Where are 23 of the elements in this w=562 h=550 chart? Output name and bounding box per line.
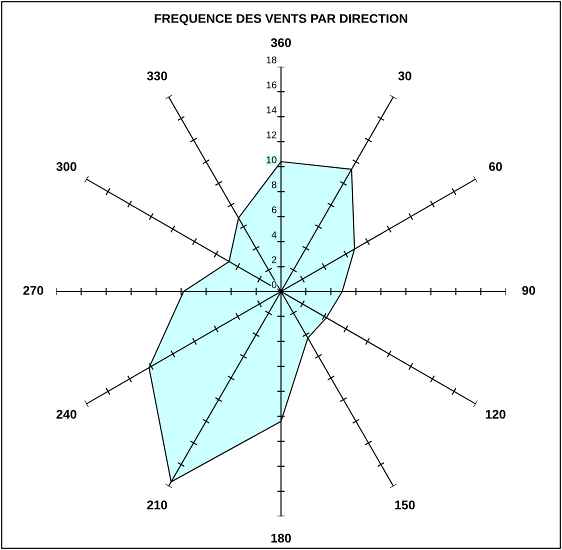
y-tick-label: 2 <box>272 256 276 264</box>
y-tick-label: 8 <box>272 181 276 188</box>
spoke-label: 300 <box>56 162 76 172</box>
spoke-label: 180 <box>271 534 291 543</box>
chart-title: FREQUENCE DES VENTS PAR DIRECTION <box>154 14 408 26</box>
spoke-label: 360 <box>270 38 291 48</box>
y-tick-label: 6 <box>272 206 276 214</box>
spoke-label: 120 <box>486 410 506 419</box>
spoke-label: 150 <box>395 500 415 510</box>
y-tick-label: 18 <box>266 56 276 64</box>
y-tick-label: 0 <box>272 281 276 288</box>
spoke-label: 30 <box>398 71 412 80</box>
y-tick-label: 10 <box>266 156 276 164</box>
spoke-label: 210 <box>147 500 168 510</box>
y-tick-label: 16 <box>266 81 276 88</box>
y-tick-label: 12 <box>266 131 276 138</box>
y-tick-label: 14 <box>266 106 277 114</box>
spoke-label: 90 <box>522 286 536 295</box>
spoke-label: 60 <box>489 162 502 171</box>
spoke-label: 270 <box>23 286 44 295</box>
y-tick-label: 4 <box>272 231 277 238</box>
spoke-label: 330 <box>147 71 168 80</box>
spoke-label: 240 <box>56 410 76 419</box>
